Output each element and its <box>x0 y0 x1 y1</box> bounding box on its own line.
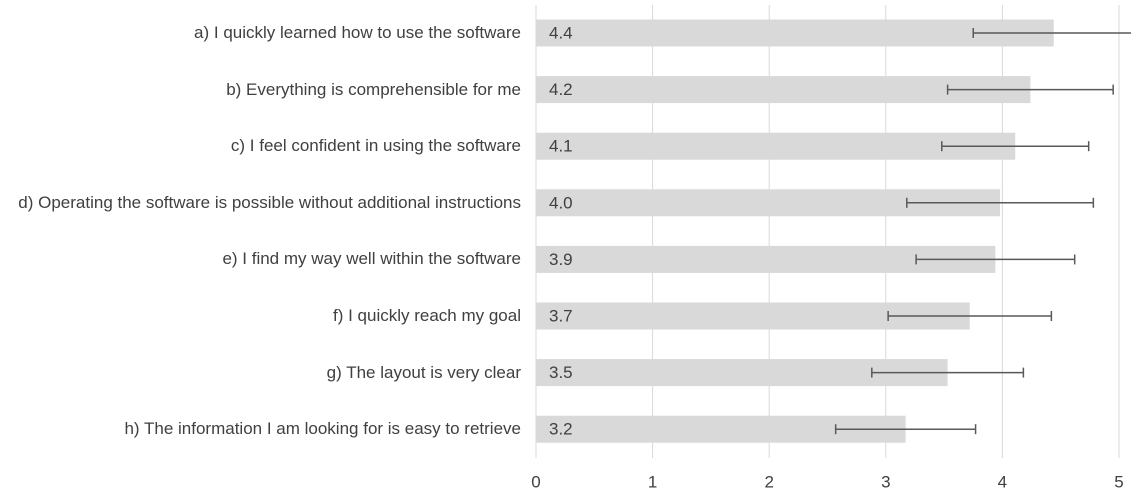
value-label: 4.2 <box>549 80 573 99</box>
value-label: 3.9 <box>549 250 573 269</box>
category-label: h) The information I am looking for is e… <box>124 419 521 439</box>
error-bar <box>941 141 1090 152</box>
category-label: e) I find my way well within the softwar… <box>222 249 521 269</box>
x-tick-label: 0 <box>531 472 540 491</box>
error-bar <box>915 254 1076 265</box>
x-tick-label: 1 <box>648 472 657 491</box>
error-bar <box>906 197 1095 208</box>
x-tick-label: 4 <box>998 472 1007 491</box>
error-bar <box>887 311 1053 321</box>
category-label: c) I feel confident in using the softwar… <box>230 136 521 156</box>
category-label: b) Everything is comprehensible for me <box>226 79 521 99</box>
error-bar <box>834 424 977 435</box>
error-bar <box>871 367 1025 378</box>
x-tick-label: 5 <box>1114 472 1123 491</box>
x-tick-label: 2 <box>764 472 773 491</box>
category-label: d) Operating the software is possible wi… <box>18 192 521 212</box>
value-label: 4.1 <box>549 137 573 156</box>
bar <box>536 19 1054 47</box>
category-label: a) I quickly learned how to use the soft… <box>194 23 521 42</box>
category-label: f) I quickly reach my goal <box>332 306 521 325</box>
x-tick-label: 3 <box>881 472 890 491</box>
value-label: 3.5 <box>549 363 573 382</box>
category-label: g) The layout is very clear <box>326 362 521 382</box>
value-label: 3.2 <box>549 420 573 439</box>
error-bar <box>972 28 1131 38</box>
bar <box>536 132 1016 160</box>
value-label: 3.7 <box>549 306 573 325</box>
value-label: 4.0 <box>549 193 573 212</box>
error-bar <box>946 84 1114 95</box>
value-label: 4.4 <box>549 23 573 42</box>
